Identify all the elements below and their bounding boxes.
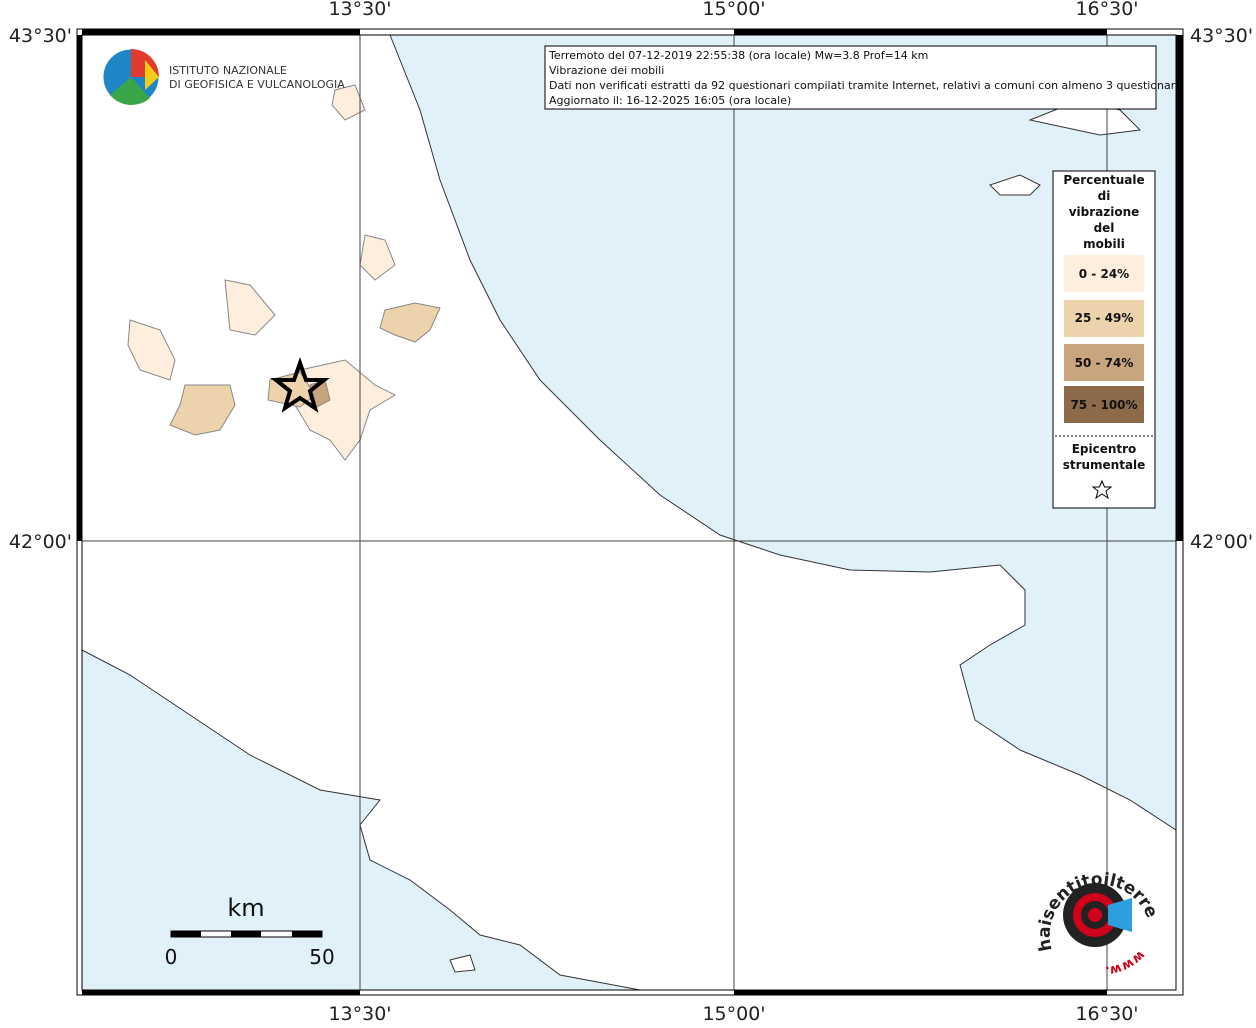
axis-label: 16°30' (1075, 0, 1138, 20)
axis-label: 15°00' (702, 1003, 765, 1024)
region (127, 319, 176, 381)
legend-title: del (1094, 221, 1115, 235)
logo-text: ISTITUTO NAZIONALE (169, 64, 287, 77)
axis-label: 42°00' (9, 531, 72, 553)
info-box: Terremoto del 07-12-2019 22:55:38 (ora l… (544, 45, 1182, 110)
legend: Percentuale di vibrazione del mobili 0 -… (1052, 170, 1156, 509)
scale-bar: km 0 50 (165, 894, 335, 969)
adriatic-sea (389, 34, 1177, 831)
region (359, 234, 396, 281)
island (449, 954, 476, 973)
tyrrhenian-sea (81, 649, 641, 991)
scale-label: 50 (309, 945, 334, 969)
epicenter-star (270, 356, 330, 413)
legend-epicenter: strumentale (1063, 458, 1146, 472)
legend-star (1091, 479, 1113, 500)
region (169, 384, 236, 436)
legend-title: di (1098, 189, 1111, 203)
legend-item: 0 - 24% (1079, 267, 1129, 281)
region (331, 84, 366, 121)
logo: ISTITUTO NAZIONALE DI GEOFISICA E VULCAN… (102, 48, 345, 106)
axis-label: 43°30' (9, 25, 72, 47)
axis-label: 42°00' (1190, 531, 1253, 553)
logo-text: DI GEOFISICA E VULCANOLOGIA (169, 78, 345, 91)
scale-unit: km (227, 894, 264, 922)
island (989, 174, 1041, 196)
legend-title: Percentuale (1063, 173, 1144, 187)
info-line: Vibrazione dei mobili (549, 64, 664, 77)
axis-label: 43°30' (1190, 25, 1253, 47)
legend-title: mobili (1083, 237, 1125, 251)
legend-title: vibrazione (1069, 205, 1140, 219)
legend-epicenter: Epicentro (1072, 442, 1137, 456)
info-line: Dati non verificati estratti da 92 quest… (549, 79, 1182, 92)
axis-label: 13°30' (328, 0, 391, 20)
legend-item: 25 - 49% (1075, 311, 1134, 325)
info-line: Terremoto del 07-12-2019 22:55:38 (ora l… (548, 49, 928, 62)
scale-label: 0 (165, 945, 178, 969)
axis-label: 16°30' (1075, 1003, 1138, 1024)
region (379, 302, 441, 343)
axis-label: 15°00' (702, 0, 765, 20)
axis-label: 13°30' (328, 1003, 391, 1024)
legend-item: 50 - 74% (1075, 356, 1134, 370)
region (224, 279, 276, 336)
info-line: Aggiornato il: 16-12-2025 16:05 (ora loc… (549, 94, 791, 107)
legend-item: 75 - 100% (1070, 398, 1137, 412)
frame (76, 28, 1184, 996)
map-area (81, 34, 1177, 991)
